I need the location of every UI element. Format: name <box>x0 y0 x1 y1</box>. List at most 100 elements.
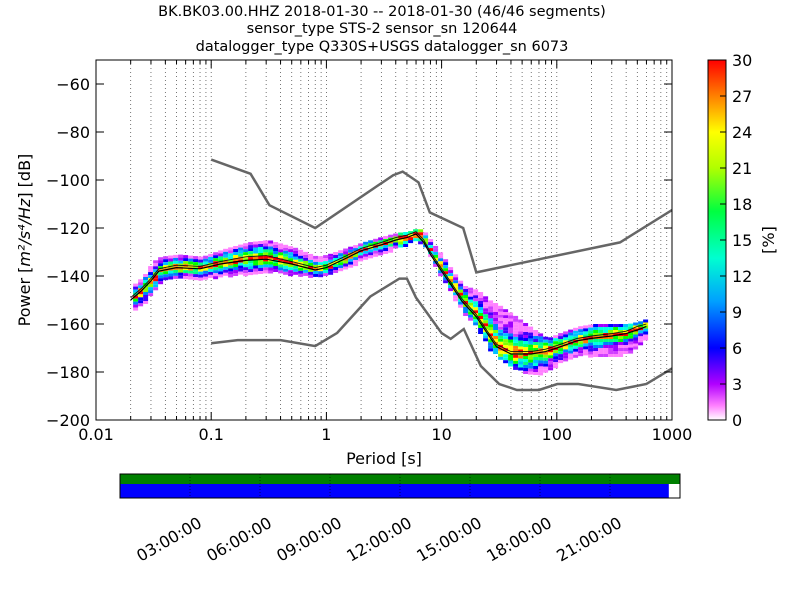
psd-cell <box>298 267 304 271</box>
psd-cell <box>478 307 484 310</box>
psd-cell <box>213 273 219 277</box>
psd-cell <box>378 252 384 256</box>
psd-cell <box>308 268 314 272</box>
y-tick-label: −60 <box>56 75 90 94</box>
psd-cell <box>498 317 504 321</box>
psd-cell <box>428 239 434 243</box>
psd-cell <box>188 267 194 271</box>
psd-cell <box>553 356 559 360</box>
psd-cell <box>563 349 569 353</box>
psd-cell <box>138 288 144 292</box>
psd-cell <box>478 298 484 301</box>
psd-cell <box>208 256 214 260</box>
psd-cell <box>268 261 274 265</box>
psd-cell <box>548 358 554 362</box>
psd-cell <box>333 258 339 261</box>
psd-cell <box>488 345 494 349</box>
psd-cell <box>138 300 144 304</box>
psd-cell <box>248 242 254 246</box>
psd-cell <box>528 371 534 375</box>
psd-cell <box>603 354 609 357</box>
psd-cell <box>608 324 614 327</box>
psd-cell <box>513 357 519 361</box>
psd-cell <box>558 342 564 346</box>
psd-cell <box>218 268 224 272</box>
psd-cell <box>148 284 154 288</box>
psd-cell <box>298 273 304 277</box>
psd-cell <box>238 268 244 272</box>
psd-cell <box>553 341 559 345</box>
psd-cell <box>218 256 224 260</box>
psd-cell <box>503 357 509 361</box>
psd-cell <box>353 254 359 258</box>
psd-cell <box>498 320 504 324</box>
psd-cell <box>508 330 514 334</box>
psd-cell <box>538 336 544 340</box>
psd-cell <box>198 256 204 260</box>
psd-cell <box>383 245 389 248</box>
psd-cell <box>303 272 309 276</box>
psd-cell <box>328 268 334 272</box>
psd-cell <box>253 253 259 257</box>
psd-cell <box>343 260 349 264</box>
psd-cell <box>478 328 484 331</box>
psd-cell <box>513 339 519 343</box>
psd-cell <box>158 275 164 279</box>
psd-cell <box>543 366 549 370</box>
psd-cell <box>153 275 159 279</box>
psd-cell <box>228 256 234 260</box>
psd-cell <box>548 367 554 371</box>
psd-cell <box>308 271 314 275</box>
psd-cell <box>398 238 404 242</box>
psd-cell <box>253 241 259 245</box>
psd-cell <box>253 271 259 275</box>
psd-cell <box>183 270 189 274</box>
colorbar-tick-label: 12 <box>732 267 752 286</box>
psd-cell <box>508 342 514 346</box>
psd-cell <box>548 343 554 347</box>
psd-cell <box>338 250 344 254</box>
psd-cell <box>518 331 524 335</box>
psd-cell <box>438 252 444 256</box>
psd-cell <box>333 264 339 267</box>
psd-cell <box>383 248 389 251</box>
psd-cell <box>608 351 614 354</box>
psd-cell <box>483 317 489 321</box>
psd-cell <box>388 243 394 247</box>
psd-cell <box>253 247 259 251</box>
psd-cell <box>548 337 554 341</box>
psd-cell <box>228 268 234 272</box>
psd-cell <box>508 357 514 361</box>
x-tick-label: 0.1 <box>198 425 223 444</box>
psd-cell <box>628 323 634 327</box>
psd-cell <box>198 274 204 278</box>
psd-cell <box>453 283 459 287</box>
psd-cell <box>443 280 449 284</box>
psd-cell <box>488 342 494 346</box>
psd-cell <box>493 315 499 318</box>
psd-cell <box>218 250 224 254</box>
y-tick-label: −120 <box>46 219 90 238</box>
psd-cell <box>623 324 629 327</box>
x-tick-label: 10 <box>431 425 451 444</box>
psd-cell <box>503 336 509 340</box>
psd-cell <box>523 338 529 341</box>
psd-cell <box>293 259 299 263</box>
psd-cell <box>573 342 579 346</box>
psd-cell <box>213 270 219 274</box>
psd-cell <box>208 271 214 275</box>
psd-cell <box>223 251 229 255</box>
psd-cell <box>553 353 559 357</box>
data-availability: 03:00:0006:00:0009:00:0012:00:0015:00:00… <box>119 473 681 566</box>
psd-cell <box>288 267 294 271</box>
psd-cell <box>333 270 339 273</box>
psd-cell <box>558 360 564 364</box>
psd-cell <box>628 350 634 354</box>
psd-cell <box>413 229 419 233</box>
psd-cell <box>523 371 529 374</box>
psd-cell <box>503 309 509 313</box>
psd-cell <box>553 350 559 354</box>
psd-cell <box>513 366 519 370</box>
psd-cell <box>583 349 589 353</box>
psd-cell <box>453 280 459 284</box>
